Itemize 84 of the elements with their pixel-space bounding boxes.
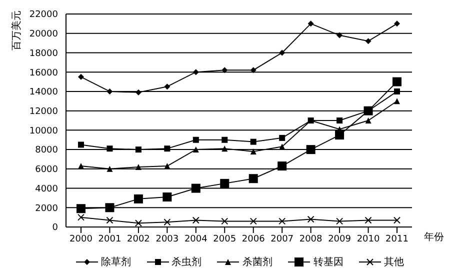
- point: [164, 84, 170, 90]
- legend-label: 杀虫剂: [172, 256, 202, 269]
- legend-label: 转基因: [313, 256, 344, 269]
- point: [336, 218, 344, 225]
- x-tick-label: 2001: [98, 234, 122, 244]
- y-tick-label: 16000: [29, 68, 58, 78]
- point: [394, 98, 400, 104]
- point: [279, 134, 286, 141]
- point: [279, 50, 286, 56]
- y-tick-label: 20000: [29, 30, 58, 40]
- x-tick-label: 2011: [386, 234, 408, 244]
- point: [221, 218, 228, 225]
- point: [308, 118, 314, 124]
- x-tick-label: 2003: [156, 234, 179, 244]
- point: [106, 88, 113, 94]
- x-tick-label: 2006: [242, 234, 266, 244]
- point: [308, 20, 314, 27]
- point: [278, 162, 287, 171]
- y-axis-title: 百万美元: [10, 10, 23, 50]
- point: [191, 184, 200, 193]
- y-tick-label: 22000: [29, 10, 58, 20]
- x-tick-label: 2007: [270, 234, 294, 244]
- point: [135, 146, 142, 153]
- point: [394, 20, 400, 27]
- point: [164, 218, 171, 226]
- point: [78, 214, 84, 221]
- x-tick-label: 2002: [127, 234, 150, 244]
- x-axis-title: 年份: [424, 231, 444, 244]
- y-tick-label: 10000: [29, 126, 58, 136]
- point: [364, 216, 372, 224]
- point: [278, 218, 286, 225]
- point: [394, 216, 400, 224]
- x-tick-label: 2004: [184, 234, 208, 244]
- point: [336, 118, 343, 124]
- y-tick-label: 2000: [35, 204, 58, 214]
- x-tick-label: 2008: [299, 234, 323, 244]
- point: [134, 194, 143, 204]
- point: [106, 166, 113, 172]
- point: [192, 216, 200, 224]
- y-tick-label: 8000: [35, 146, 58, 156]
- point: [76, 204, 86, 214]
- legend-label: 其他: [384, 256, 404, 269]
- point: [222, 67, 228, 74]
- point: [105, 203, 114, 212]
- point: [392, 77, 402, 86]
- x-tick-label: 2005: [213, 234, 236, 244]
- x-tick-label: 2000: [70, 234, 93, 244]
- point: [78, 74, 84, 80]
- point: [106, 146, 113, 152]
- y-tick-label: 6000: [35, 165, 58, 176]
- point: [220, 178, 230, 188]
- point: [106, 216, 114, 224]
- point: [250, 148, 256, 154]
- point: [307, 216, 314, 223]
- point: [365, 38, 372, 44]
- point: [250, 67, 256, 74]
- y-tick-label: 14000: [29, 88, 58, 98]
- point: [222, 136, 228, 143]
- point: [135, 89, 142, 96]
- x-tick-label: 2010: [356, 234, 380, 244]
- point: [135, 164, 142, 170]
- x-tick-label: 2009: [328, 234, 352, 244]
- point: [162, 192, 172, 202]
- point: [248, 174, 258, 184]
- point: [164, 146, 170, 152]
- point: [192, 69, 199, 76]
- y-tick-label: 4000: [35, 184, 58, 194]
- point: [250, 138, 256, 145]
- point: [78, 142, 84, 148]
- point: [134, 220, 142, 227]
- point: [192, 146, 199, 153]
- y-tick-label: 0: [52, 223, 58, 234]
- point: [394, 88, 400, 94]
- y-tick-label: 18000: [29, 48, 58, 59]
- y-tick-label: 12000: [29, 107, 58, 118]
- point: [335, 130, 344, 140]
- point: [192, 136, 199, 143]
- point: [336, 32, 343, 38]
- point: [250, 218, 257, 225]
- legend-label: 杀菌剂: [242, 256, 272, 269]
- point: [222, 146, 228, 152]
- point: [365, 118, 372, 124]
- point: [306, 145, 316, 154]
- legend-label: 除草剂: [100, 256, 131, 269]
